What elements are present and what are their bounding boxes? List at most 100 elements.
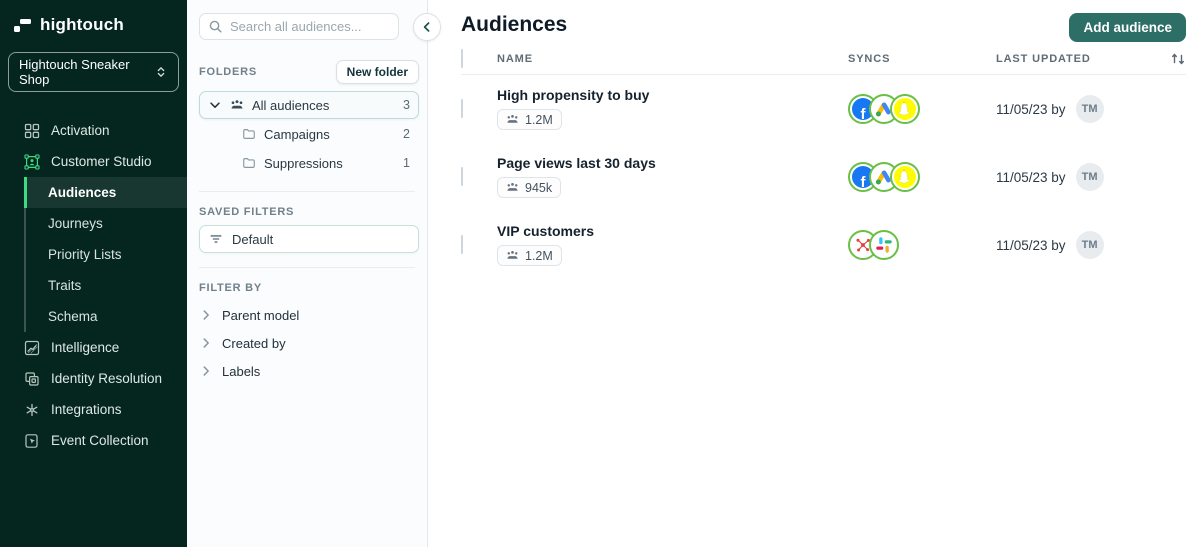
sidebar-item-customer-studio[interactable]: Customer Studio [0,146,187,177]
sidebar-item-audiences[interactable]: Audiences [24,177,187,208]
folder-label: Campaigns [264,126,330,142]
filter-by-parent-model[interactable]: Parent model [199,301,419,329]
sidebar-item-schema[interactable]: Schema [24,301,187,332]
last-updated-cell: 11/05/23 by TM [996,231,1170,259]
search-icon [208,19,223,34]
last-updated-text: 11/05/23 by [996,169,1066,185]
sidebar-item-integrations[interactable]: Integrations [0,394,187,425]
sidebar-item-label: Intelligence [51,340,120,355]
column-header-last-updated[interactable]: LAST UPDATED [996,52,1091,65]
sidebar-item-label: Traits [48,278,82,293]
row-checkbox[interactable] [461,235,463,254]
folder-label: All audiences [252,97,330,113]
hightouch-logo: hightouch [0,0,187,35]
folder-label: Suppressions [264,155,343,171]
workspace-selector[interactable]: Hightouch Sneaker Shop [8,52,179,92]
audience-size-badge: 945k [497,177,562,198]
asterisk-icon [24,402,40,418]
filter-icon [209,232,223,246]
folder-icon [242,156,256,170]
search-input[interactable] [199,13,399,40]
customer-studio-subnav: Audiences Journeys Priority Lists Traits… [24,177,187,332]
sort-icon[interactable] [1170,51,1186,67]
folder-count: 1 [403,156,410,170]
sidebar-item-label: Customer Studio [51,154,152,169]
column-header-syncs[interactable]: SYNCS [848,52,891,65]
chevron-down-icon[interactable] [208,98,222,112]
row-checkbox[interactable] [461,99,463,118]
sidebar-item-journeys[interactable]: Journeys [24,208,187,239]
sidebar-item-priority-lists[interactable]: Priority Lists [24,239,187,270]
page-title: Audiences [461,13,568,36]
avatar[interactable]: TM [1075,163,1104,191]
snapchat-icon[interactable] [890,162,920,192]
syncs-cell [848,230,996,260]
sidebar-item-identity-resolution[interactable]: Identity Resolution [0,363,187,394]
new-folder-button[interactable]: New folder [335,60,419,84]
sidebar-item-label: Identity Resolution [51,371,163,386]
slack-icon[interactable] [869,230,899,260]
audience-name[interactable]: Page views last 30 days [497,155,656,171]
audiences-side-panel: FOLDERS New folder All audiences 3 Campa… [187,0,441,547]
sidebar-nav: Activation Customer Studio Audiences Jou… [0,115,187,456]
collapse-panel-button[interactable] [413,13,441,41]
chevron-right-icon [199,364,213,378]
sidebar-item-label: Schema [48,309,98,324]
workspace-name: Hightouch Sneaker Shop [19,57,130,87]
audience-size: 1.2M [525,248,553,263]
table-row[interactable]: VIP customers 1.2M 11/05/23 by TM [461,211,1186,279]
saved-filter-label: Default [232,231,274,247]
column-header-name[interactable]: NAME [497,52,533,65]
sidebar: hightouch Hightouch Sneaker Shop Activat… [0,0,187,547]
chevron-right-icon [199,336,213,350]
overlap-squares-icon [24,371,40,387]
table-row[interactable]: Page views last 30 days 945k f 11/05/23 … [461,143,1186,211]
table-row[interactable]: High propensity to buy 1.2M f 11/05/23 b… [461,75,1186,143]
audience-name[interactable]: High propensity to buy [497,87,650,103]
event-doc-icon [24,433,40,449]
chevron-left-icon [420,20,434,34]
last-updated-cell: 11/05/23 by TM [996,163,1170,191]
chart-icon [24,340,40,356]
filter-by-labels[interactable]: Labels [199,357,419,385]
folder-campaigns[interactable]: Campaigns 2 [199,120,419,148]
hightouch-logo-icon [14,18,31,33]
saved-filters-section-title: SAVED FILTERS [199,206,295,218]
avatar[interactable]: TM [1075,231,1104,259]
saved-filter-default[interactable]: Default [199,225,419,253]
chevron-right-icon [199,308,213,322]
table-header: NAME SYNCS LAST UPDATED [461,43,1186,75]
audience-size-badge: 1.2M [497,245,562,266]
audience-people-icon [506,181,519,194]
folders-section-title: FOLDERS [199,66,257,78]
select-all-checkbox[interactable] [461,48,463,68]
sidebar-item-intelligence[interactable]: Intelligence [0,332,187,363]
audience-people-icon [506,249,519,262]
avatar[interactable]: TM [1075,95,1104,123]
snapchat-icon[interactable] [890,94,920,124]
audience-size-badge: 1.2M [497,109,562,130]
last-updated-text: 11/05/23 by [996,101,1066,117]
sidebar-item-label: Journeys [48,216,103,231]
last-updated-cell: 11/05/23 by TM [996,95,1170,123]
filter-label: Parent model [222,307,300,323]
audience-size: 1.2M [525,112,553,127]
hightouch-logo-text: hightouch [40,15,124,34]
row-checkbox[interactable] [461,167,463,186]
filter-by-section-title: FILTER BY [199,282,262,294]
sidebar-item-traits[interactable]: Traits [24,270,187,301]
audience-people-icon [506,113,519,126]
add-audience-button[interactable]: Add audience [1069,13,1186,42]
sidebar-item-activation[interactable]: Activation [0,115,187,146]
audience-name[interactable]: VIP customers [497,223,595,239]
filter-label: Created by [222,335,286,351]
audience-size: 945k [525,180,553,195]
chevrons-up-down-icon [154,65,168,79]
folder-count: 3 [403,98,410,112]
folder-all-audiences[interactable]: All audiences 3 [199,91,419,119]
folder-suppressions[interactable]: Suppressions 1 [199,149,419,177]
filter-by-created-by[interactable]: Created by [199,329,419,357]
sidebar-item-event-collection[interactable]: Event Collection [0,425,187,456]
sidebar-item-label: Audiences [48,185,117,200]
audiences-main: Audiences Add audience NAME SYNCS LAST U… [428,0,1200,547]
